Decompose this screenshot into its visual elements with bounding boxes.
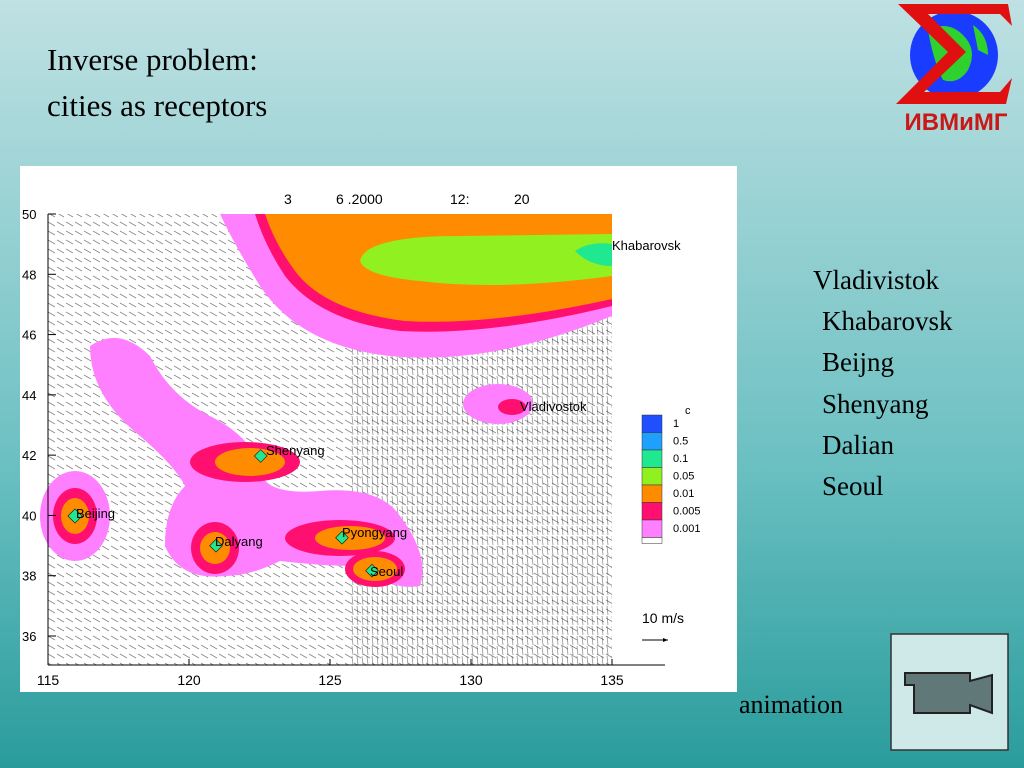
- map-plot: Khabarovsk Vladivostok Shenyang Beijing …: [20, 166, 737, 692]
- y-tick-label: 36: [22, 629, 36, 644]
- legend-swatch: [641, 467, 663, 486]
- plot-header: 3: [284, 191, 292, 207]
- y-tick-label: 40: [22, 508, 36, 523]
- y-tick-label: 46: [22, 328, 36, 343]
- city-label: Beijing: [76, 506, 115, 521]
- legend-label: 0.5: [673, 436, 688, 448]
- city-label: Seoul: [370, 564, 403, 579]
- legend-swatch: [641, 502, 663, 521]
- receptor: Khabarovsk: [822, 306, 953, 336]
- receptor: Seoul: [822, 471, 884, 501]
- legend-title: c: [685, 405, 691, 417]
- legend-label: 0.001: [673, 523, 701, 535]
- legend-label: 0.005: [673, 506, 701, 518]
- legend-label: 0.1: [673, 453, 688, 465]
- plot-header: 20: [514, 191, 530, 207]
- receptor: Vladivistok: [813, 265, 939, 295]
- legend-swatch: [641, 449, 663, 468]
- city-label: Pyongyang: [342, 525, 407, 540]
- x-tick-label: 120: [177, 672, 201, 688]
- x-tick-label: 135: [600, 672, 624, 688]
- y-tick-label: 44: [22, 388, 36, 403]
- legend-label: 0.01: [673, 488, 694, 500]
- scale-arrow-head: [663, 638, 668, 642]
- legend-swatch: [641, 484, 663, 503]
- legend-swatch: [641, 537, 663, 544]
- y-tick-label: 50: [22, 207, 36, 222]
- legend-label: 1: [673, 418, 679, 430]
- logo: ИВМиМГ: [896, 4, 1012, 136]
- receptor: Shenyang: [822, 389, 929, 419]
- city-label: Shenyang: [266, 443, 325, 458]
- y-tick-label: 38: [22, 569, 36, 584]
- y-tick-label: 42: [22, 448, 36, 463]
- city-label: Dalyang: [215, 534, 263, 549]
- legend-swatch: [641, 432, 663, 451]
- city-label: Vladivostok: [520, 399, 587, 414]
- plot-header: 6 .2000: [336, 191, 383, 207]
- scale-label: 10 m/s: [642, 610, 684, 626]
- title-line: Inverse problem:: [47, 42, 258, 77]
- city-label: Khabarovsk: [612, 238, 681, 253]
- y-tick-label: 48: [22, 267, 36, 282]
- plot-header: 12:: [450, 191, 469, 207]
- x-tick-label: 130: [459, 672, 483, 688]
- legend-swatch: [641, 519, 663, 538]
- x-tick-label: 125: [318, 672, 342, 688]
- legend-swatch: [641, 414, 663, 433]
- receptor: Dalian: [822, 430, 894, 460]
- animation-button[interactable]: [890, 633, 1009, 751]
- animation-label: animation: [739, 690, 843, 719]
- receptor: Beijng: [822, 347, 894, 377]
- logo-text: ИВМиМГ: [905, 109, 1008, 136]
- title-line: cities as receptors: [47, 88, 268, 123]
- legend-label: 0.05: [673, 471, 694, 483]
- x-tick-label: 115: [37, 672, 60, 688]
